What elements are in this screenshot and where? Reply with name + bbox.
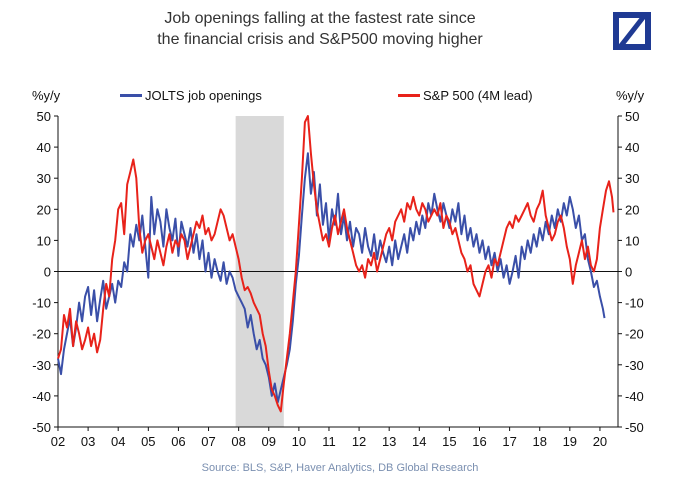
y-tick-label-right: -20 xyxy=(625,327,644,342)
y-tick-label-left: 50 xyxy=(37,109,51,124)
legend-swatch-sp500 xyxy=(398,94,420,97)
x-tick-label: 02 xyxy=(51,434,65,449)
chart-title-line-1: Job openings falling at the fastest rate… xyxy=(164,10,476,27)
logo-inner-square xyxy=(619,18,645,44)
chart-title-line-2: the financial crisis and S&P500 moving h… xyxy=(157,31,483,48)
y-tick-label-right: -10 xyxy=(625,296,644,311)
x-tick-label: 05 xyxy=(141,434,155,449)
y-tick-label-right: 20 xyxy=(625,202,639,217)
y-tick-label-left: 10 xyxy=(37,233,51,248)
y-tick-label-left: -20 xyxy=(32,327,51,342)
x-tick-label: 18 xyxy=(532,434,546,449)
y-tick-label-right: 30 xyxy=(625,171,639,186)
y-tick-label-left: -30 xyxy=(32,358,51,373)
x-tick-label: 15 xyxy=(442,434,456,449)
right-axis-unit: %y/y xyxy=(616,88,645,103)
x-tick-label: 04 xyxy=(111,434,125,449)
legend-label-jolts: JOLTS job openings xyxy=(145,88,262,103)
x-tick-label: 06 xyxy=(171,434,185,449)
legend-label-sp500: S&P 500 (4M lead) xyxy=(423,88,533,103)
y-tick-label-right: -50 xyxy=(625,420,644,435)
y-tick-label-right: 10 xyxy=(625,233,639,248)
deutsche-bank-logo-icon xyxy=(613,12,651,50)
y-tick-label-right: -30 xyxy=(625,358,644,373)
y-tick-label-left: -50 xyxy=(32,420,51,435)
x-tick-label: 12 xyxy=(352,434,366,449)
y-tick-label-left: 0 xyxy=(44,265,51,280)
y-tick-label-left: -40 xyxy=(32,389,51,404)
y-tick-label-left: 40 xyxy=(37,140,51,155)
y-tick-label-left: 30 xyxy=(37,171,51,186)
y-tick-label-left: 20 xyxy=(37,202,51,217)
x-tick-label: 10 xyxy=(292,434,306,449)
series-line-jolts xyxy=(57,152,606,404)
x-tick-label: 16 xyxy=(472,434,486,449)
x-tick-label: 08 xyxy=(231,434,245,449)
y-tick-label-left: -10 xyxy=(32,296,51,311)
x-tick-label: 19 xyxy=(563,434,577,449)
y-tick-label-right: 0 xyxy=(625,265,632,280)
y-tick-label-right: -40 xyxy=(625,389,644,404)
y-tick-label-right: 50 xyxy=(625,109,639,124)
y-tick-label-right: 40 xyxy=(625,140,639,155)
legend-item-jolts: JOLTS job openings xyxy=(120,88,262,103)
legend-item-sp500: S&P 500 (4M lead) xyxy=(398,88,533,103)
x-tick-label: 13 xyxy=(382,434,396,449)
left-axis-unit: %y/y xyxy=(32,88,61,103)
chart-title: Job openings falling at the fastest rate… xyxy=(60,8,580,50)
x-tick-label: 07 xyxy=(201,434,215,449)
x-tick-label: 17 xyxy=(502,434,516,449)
x-tick-label: 20 xyxy=(593,434,607,449)
x-tick-label: 09 xyxy=(262,434,276,449)
x-tick-label: 03 xyxy=(81,434,95,449)
x-tick-label: 14 xyxy=(412,434,426,449)
source-note: Source: BLS, S&P, Haver Analytics, DB Gl… xyxy=(201,462,479,474)
series-line-sp500 xyxy=(57,115,615,413)
legend-swatch-jolts xyxy=(120,94,142,97)
x-tick-label: 11 xyxy=(322,434,336,449)
